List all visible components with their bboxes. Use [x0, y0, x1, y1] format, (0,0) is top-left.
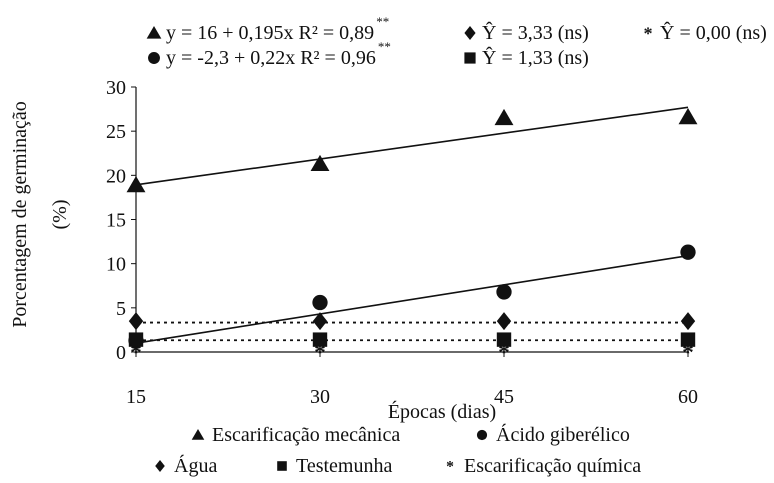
svg-text:*: * [643, 23, 652, 43]
equation-marker [148, 52, 160, 64]
x-tick-label: 15 [126, 386, 146, 408]
data-point-acido-giberelico [312, 294, 328, 311]
equation-marker [464, 52, 476, 64]
data-point-escarificacao-mecanica [310, 154, 330, 172]
legend-label-escarificacao-mecanica: Escarificação mecânica [212, 424, 400, 446]
x-tick-label: 30 [310, 386, 330, 408]
data-point-agua [496, 312, 512, 331]
equation-text: y = 16 + 0,195x R² = 0,89 [166, 22, 374, 44]
y-tick-label: 0 [116, 342, 126, 364]
data-point-escarificacao-quimica: * [498, 340, 510, 366]
fit-line-acido-giberelico [135, 254, 689, 344]
legend-marker-acido-giberelico [476, 429, 488, 441]
data-point-escarificacao-quimica: * [130, 340, 142, 366]
data-point-agua [680, 312, 696, 331]
svg-text:*: * [446, 458, 454, 475]
data-point-escarificacao-quimica: * [682, 340, 694, 366]
legend-label-escarificacao-quimica: Escarificação química [464, 455, 641, 477]
legend-marker-agua [155, 460, 165, 472]
equation-text: y = -2,3 + 0,22x R² = 0,96 [166, 47, 376, 69]
data-point-escarificacao-mecanica [126, 176, 146, 193]
y-tick-label: 30 [106, 77, 126, 99]
data-point-acido-giberelico [680, 244, 696, 260]
y-tick-label: 25 [106, 121, 126, 143]
y-tick-label: 20 [106, 165, 126, 187]
x-axis-title: Épocas (dias) [388, 400, 496, 423]
fit-line-escarificacao-mecanica [135, 106, 689, 186]
equation-text: Ŷ = 1,33 (ns) [482, 46, 589, 69]
legend-marker-escarificacao-mecanica [191, 429, 205, 440]
y-axis-unit: (%) [49, 200, 71, 230]
data-point-escarificacao-mecanica [678, 108, 698, 125]
legend-marker-testemunha [277, 461, 287, 471]
equation-marker [146, 26, 162, 39]
data-point-testemunha [680, 332, 696, 347]
equation-significance: ** [378, 39, 391, 54]
equation-text: Ŷ = 0,00 (ns) [660, 21, 767, 44]
data-point-testemunha [312, 332, 328, 347]
equation-significance: ** [376, 14, 389, 29]
equation-marker: * [643, 23, 652, 43]
legend-marker-escarificacao-quimica: * [446, 458, 454, 475]
data-point-agua [128, 312, 144, 331]
x-tick-label: 45 [494, 386, 514, 408]
data-point-acido-giberelico [496, 284, 512, 300]
data-point-escarificacao-quimica: * [314, 340, 326, 366]
equation-text: Ŷ = 3,33 (ns) [482, 21, 589, 44]
y-tick-label: 15 [106, 210, 126, 232]
svg-text:*: * [130, 340, 142, 366]
data-point-escarificacao-mecanica [494, 108, 514, 126]
svg-text:*: * [498, 340, 510, 366]
legend-label-acido-giberelico: Ácido giberélico [496, 423, 630, 446]
equation-marker [464, 26, 476, 40]
y-tick-label: 5 [116, 298, 126, 320]
data-point-agua [312, 312, 328, 331]
svg-text:*: * [314, 340, 326, 366]
data-point-testemunha [128, 332, 144, 347]
svg-text:*: * [682, 340, 694, 366]
y-axis-title: Porcentagem de germinação [9, 101, 31, 328]
legend-label-agua: Água [174, 454, 217, 477]
legend-label-testemunha: Testemunha [296, 455, 392, 477]
data-point-testemunha [496, 332, 512, 347]
y-tick-label: 10 [106, 254, 126, 276]
x-tick-label: 60 [678, 386, 698, 408]
